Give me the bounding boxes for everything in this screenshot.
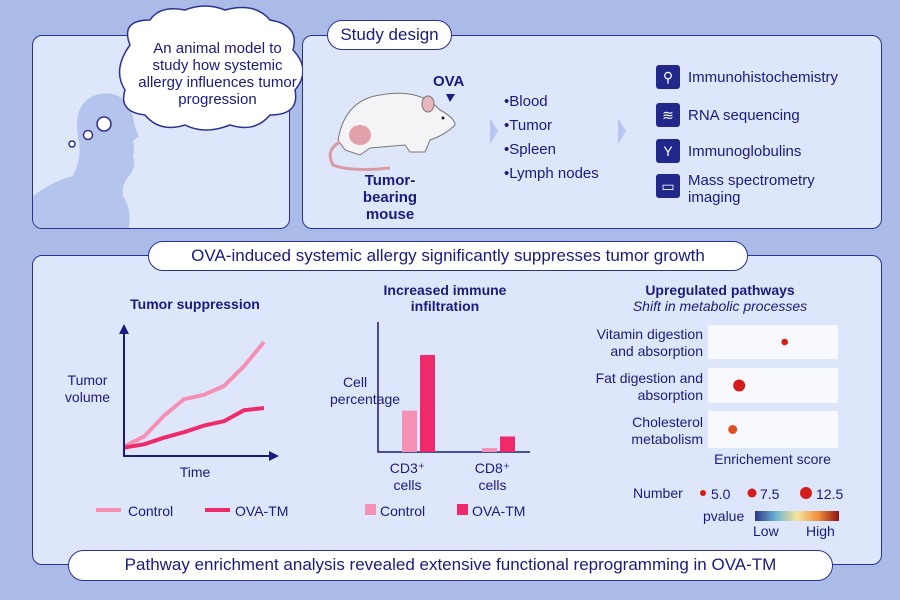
bar-chart-title: Increased immune infiltration xyxy=(383,282,507,314)
bar-legend-ova-label: OVA-TM xyxy=(472,503,526,519)
thought-text: An animal model to study how systemic al… xyxy=(138,40,297,108)
bar-category-label: CD8⁺ cells xyxy=(474,460,511,493)
sample-item: •Lymph nodes xyxy=(504,165,599,182)
antibody-icon: Y xyxy=(656,139,680,163)
color-legend-high: High xyxy=(806,523,835,539)
results-footer: Pathway enrichment analysis revealed ext… xyxy=(68,550,833,581)
line-chart-xlabel: Time xyxy=(179,464,211,480)
method-item: ≋ RNA sequencing xyxy=(656,103,800,127)
sample-item: •Spleen xyxy=(504,141,556,158)
study-design-title: Study design xyxy=(327,20,452,50)
method-item: Y Immunoglobulins xyxy=(656,139,801,163)
dna-icon: ≋ xyxy=(656,103,680,127)
results-header: OVA-induced systemic allergy significant… xyxy=(148,241,748,271)
dot-chart-xlabel: Enrichement score xyxy=(714,451,831,467)
bar-category-label: CD3⁺ cells xyxy=(389,460,426,493)
pathway-label: Fat digestion and absorption xyxy=(595,370,703,403)
microscope-icon: ⚲ xyxy=(656,65,680,89)
mouse-label: Tumor-bearing mouse xyxy=(362,172,418,223)
size-legend-value: 5.0 xyxy=(711,486,731,502)
bar-legend-control-label: Control xyxy=(380,503,426,519)
dot-chart-title: Upregulated pathways xyxy=(645,282,795,298)
color-legend-low: Low xyxy=(753,523,779,539)
color-legend-title: pvalue xyxy=(703,508,745,524)
monitor-icon: ▭ xyxy=(656,174,680,198)
size-legend-value: 12.5 xyxy=(816,486,844,502)
pathway-label: Vitamin digestion and absorption xyxy=(596,326,703,359)
pathway-label: Cholesterol metabolism xyxy=(631,414,703,447)
sample-item: •Tumor xyxy=(504,117,553,134)
ova-label: OVA xyxy=(433,73,465,90)
dot-chart-subtitle: Shift in metabolic processes xyxy=(632,298,808,314)
method-item: ▭ Mass spectrometry imaging xyxy=(656,172,838,206)
legend-ova-label: OVA-TM xyxy=(235,503,289,519)
line-chart-title: Tumor suppression xyxy=(130,296,260,312)
sample-item: •Blood xyxy=(504,93,548,110)
samples-list: •Blood •Tumor •Spleen •Lymph nodes xyxy=(504,90,599,186)
line-chart-ylabel: Tumor volume xyxy=(64,372,111,405)
legend-control-label: Control xyxy=(128,503,174,519)
method-item: ⚲ Immunohistochemistry xyxy=(656,65,838,89)
bar-chart-ylabel: Cell percentage xyxy=(330,374,401,407)
size-legend-title: Number xyxy=(633,485,683,501)
pvalue-gradient-bar xyxy=(755,511,839,521)
size-legend-value: 7.5 xyxy=(760,486,780,502)
